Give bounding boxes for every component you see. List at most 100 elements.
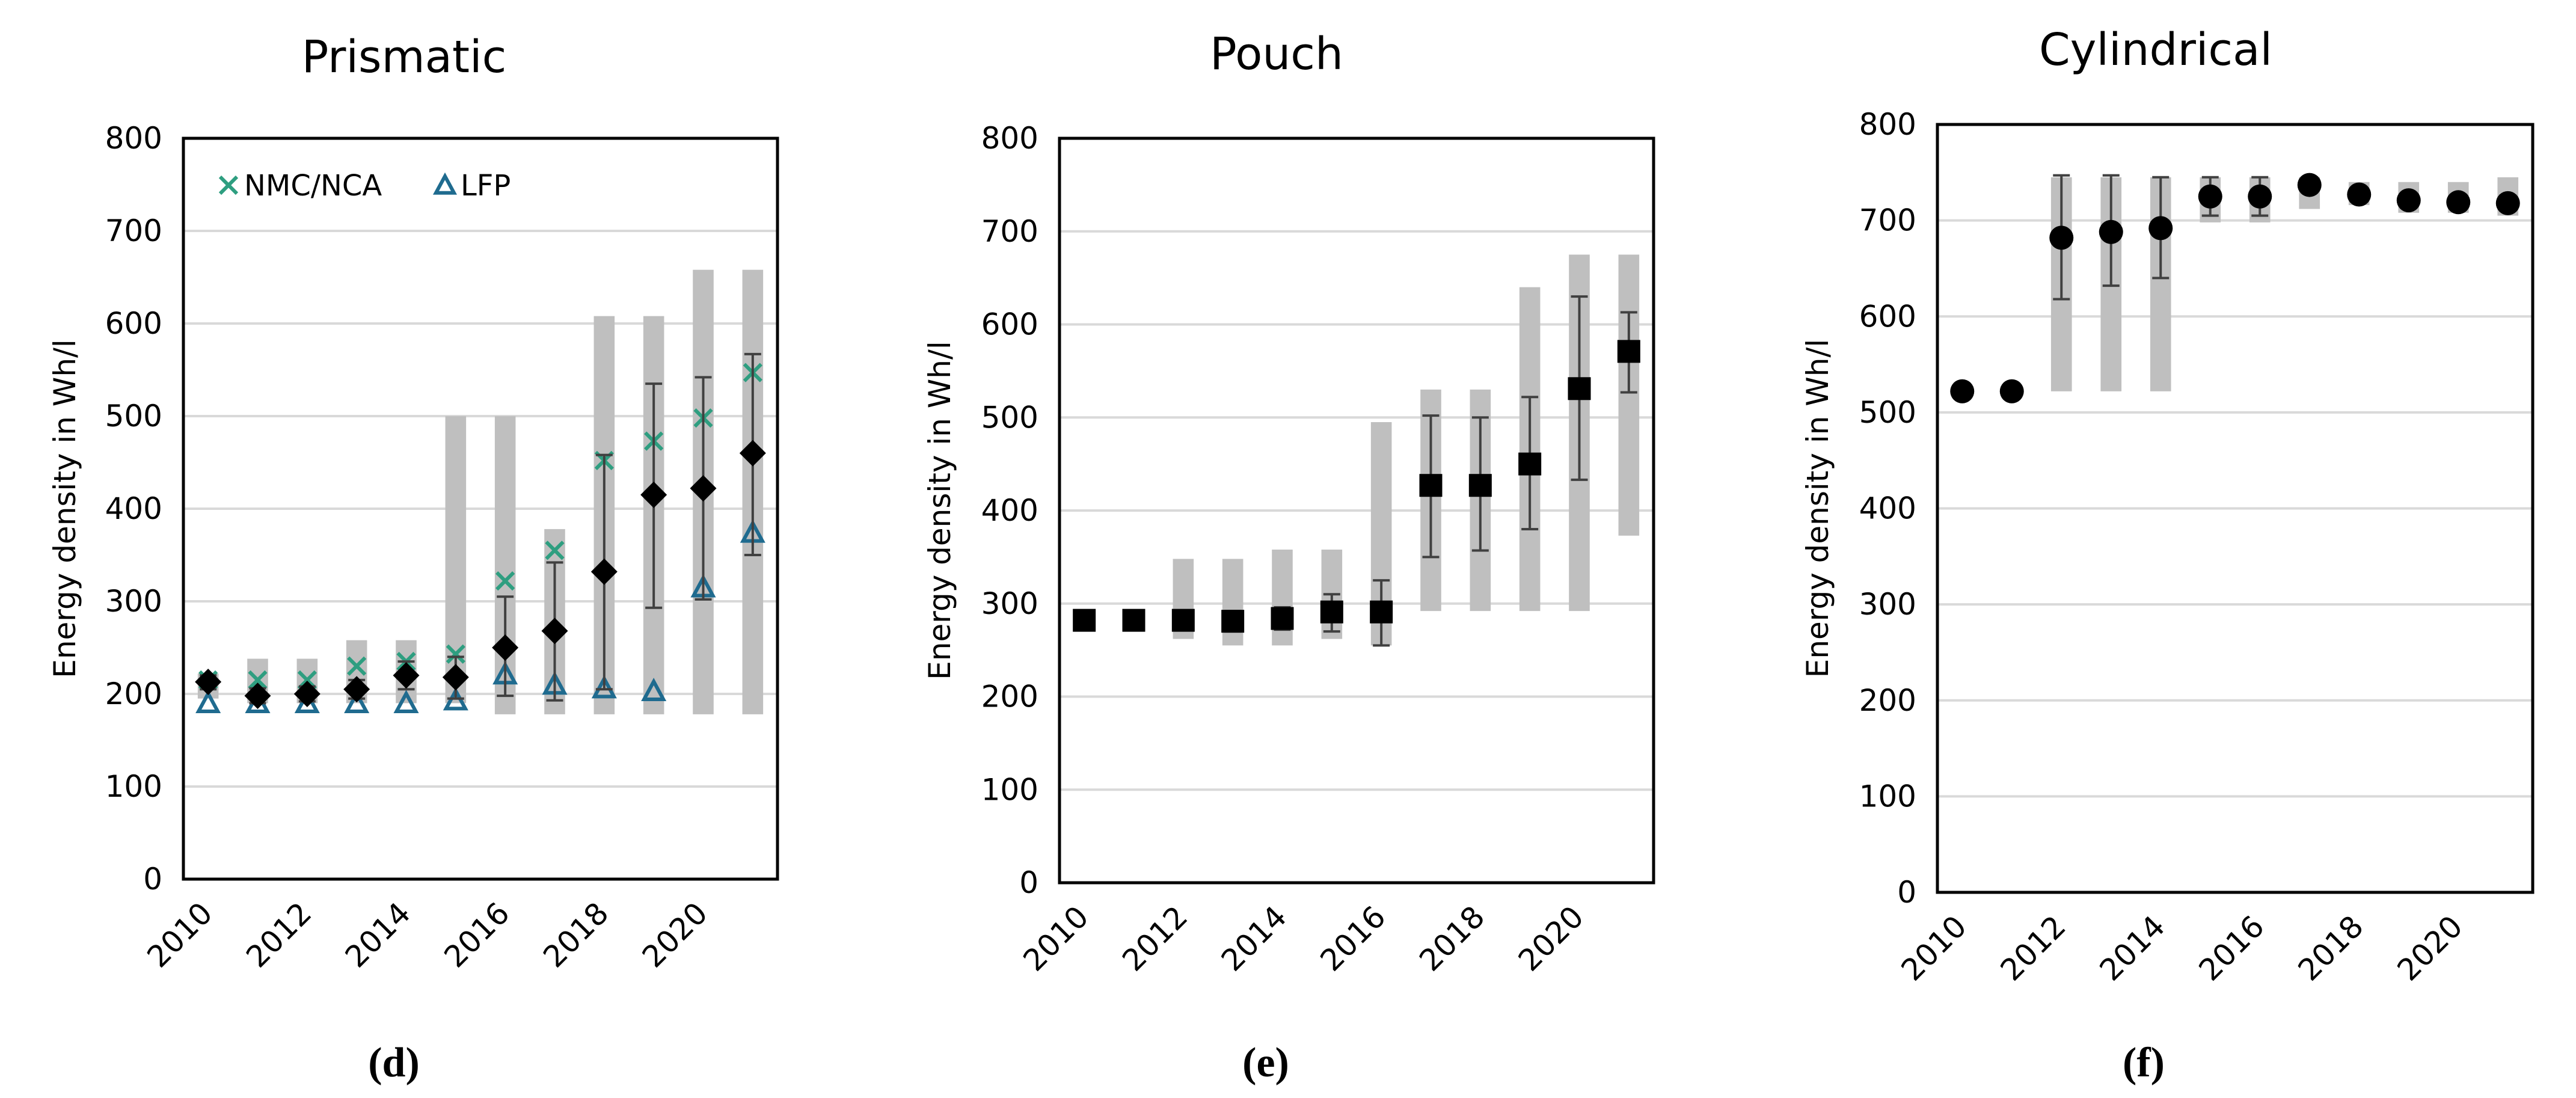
y-tick-label: 500: [1859, 395, 1916, 430]
mean-point-2020: [1568, 377, 1591, 400]
mean-point-2015: [1320, 600, 1343, 624]
mean-point-2012: [2049, 225, 2074, 250]
y-tick-label: 400: [1859, 491, 1916, 526]
mean-point-2020: [690, 475, 717, 502]
x-tick-label: 2016: [1314, 899, 1393, 978]
y-tick-label: 100: [1859, 779, 1916, 814]
y-tick-label: 300: [1859, 587, 1916, 622]
chart-panel-2: Cylindrical 0 100 200 300 400 500 600 700 800 Ener…: [1800, 24, 2535, 1086]
mean-point-2018: [590, 558, 618, 585]
x-tick-label: 2010: [1895, 909, 1973, 987]
panel-label: (e): [1242, 1040, 1289, 1086]
mean-point-2013: [343, 676, 370, 703]
x-tick-label: 2014: [339, 895, 417, 974]
y-tick-label: 700: [1859, 203, 1916, 238]
x-tick-label: 2012: [1994, 909, 2073, 987]
x-tick-label: 2012: [239, 895, 318, 974]
panel-label: (f): [2123, 1040, 2165, 1086]
mean-point-2011: [1999, 379, 2024, 403]
x-tick-label: 2018: [536, 895, 615, 974]
mean-point-2014: [393, 662, 420, 689]
y-axis-label: Energy density in Wh/l: [1800, 339, 1835, 678]
y-tick-label: 200: [105, 676, 162, 711]
x-tick-label: 2010: [1017, 899, 1096, 978]
lfp-point-2019: [641, 678, 667, 701]
lfp-point-2018: [591, 675, 617, 699]
y-tick-label: 600: [981, 307, 1038, 342]
x-tick-label: 2012: [1115, 899, 1194, 978]
mean-point-2021: [2495, 191, 2520, 215]
x-tick-label: 2020: [636, 895, 714, 974]
chart-title: Pouch: [1210, 28, 1343, 80]
mean-point-2015: [442, 664, 469, 691]
mean-point-2014: [1271, 607, 1294, 630]
plot-area-border: [1058, 136, 1655, 885]
x-tick-label: 2014: [2093, 909, 2172, 987]
y-axis-label: Energy density in Wh/l: [48, 339, 82, 678]
y-tick-label: 300: [105, 584, 162, 619]
y-tick-label: 500: [981, 400, 1038, 435]
mean-point-2018: [1468, 474, 1492, 497]
x-tick-label: 2020: [1512, 899, 1590, 978]
mean-point-2021: [739, 440, 766, 467]
y-tick-label: 800: [1859, 107, 1916, 142]
x-tick-label: 2014: [1215, 899, 1293, 978]
lfp-point-2010: [195, 690, 221, 713]
mean-point-2012: [293, 681, 320, 707]
y-tick-label: 700: [981, 214, 1038, 249]
mean-point-2019: [2396, 188, 2421, 213]
mean-point-2013: [2099, 219, 2123, 244]
range-bar-2021: [1618, 254, 1640, 536]
mean-point-2019: [640, 481, 667, 508]
mean-point-2016: [492, 634, 519, 661]
y-tick-label: 600: [1859, 299, 1916, 334]
mean-point-2010: [1950, 379, 1975, 403]
mean-point-2013: [1221, 610, 1245, 633]
panel-label: (d): [368, 1040, 420, 1086]
chart-panel-0: Prismatic 0 100 200 300 400 500 600 700 800 Energy…: [48, 31, 779, 1086]
nmc-nca-point-2017: [545, 541, 565, 560]
plot-area-border: [182, 136, 779, 881]
mean-point-2021: [1617, 340, 1640, 363]
mean-point-2014: [2148, 216, 2173, 241]
y-tick-label: 0: [1019, 865, 1038, 900]
y-tick-label: 200: [1859, 683, 1916, 718]
mean-point-2017: [541, 618, 568, 645]
y-tick-label: 400: [105, 491, 162, 526]
legend: NMC/NCA LFP: [218, 169, 511, 203]
mean-point-2016: [2248, 184, 2272, 209]
y-tick-label: 0: [143, 862, 162, 897]
y-tick-label: 200: [981, 679, 1038, 714]
y-axis-label: Energy density in Wh/l: [922, 341, 957, 680]
mean-point-2011: [1122, 609, 1145, 632]
x-tick-label: 2020: [2391, 909, 2470, 987]
x-tick-label: 2010: [141, 895, 219, 974]
y-tick-label: 100: [981, 772, 1038, 807]
nmc-nca-point-2013: [347, 656, 367, 676]
y-tick-label: 500: [105, 399, 162, 434]
y-tick-label: 800: [981, 121, 1038, 156]
nmc-nca-point-2015: [446, 644, 465, 664]
y-tick-label: 300: [981, 586, 1038, 621]
chart-title: Prismatic: [302, 31, 507, 83]
legend-marker-triangle: [432, 172, 458, 195]
mean-point-2010: [195, 668, 222, 695]
mean-point-2017: [1419, 474, 1443, 497]
mean-point-2018: [2347, 182, 2372, 207]
range-bar-2014: [1272, 549, 1293, 646]
y-tick-label: 0: [1897, 875, 1916, 910]
legend-label: NMC/NCA: [244, 169, 382, 203]
y-tick-label: 100: [105, 769, 162, 804]
y-tick-label: 700: [105, 213, 162, 248]
y-tick-label: 600: [105, 306, 162, 341]
chart-panel-1: Pouch 0 100 200 300 400 500 600 700 800 Energy den…: [922, 28, 1655, 1086]
mean-point-2010: [1073, 609, 1096, 632]
mean-point-2016: [1370, 600, 1393, 624]
mean-point-2017: [2297, 173, 2322, 197]
x-tick-label: 2016: [2192, 909, 2271, 987]
chart-title: Cylindrical: [2039, 24, 2272, 76]
x-tick-label: 2016: [438, 895, 517, 974]
x-tick-label: 2018: [2292, 909, 2370, 987]
nmc-nca-point-2011: [248, 670, 268, 690]
